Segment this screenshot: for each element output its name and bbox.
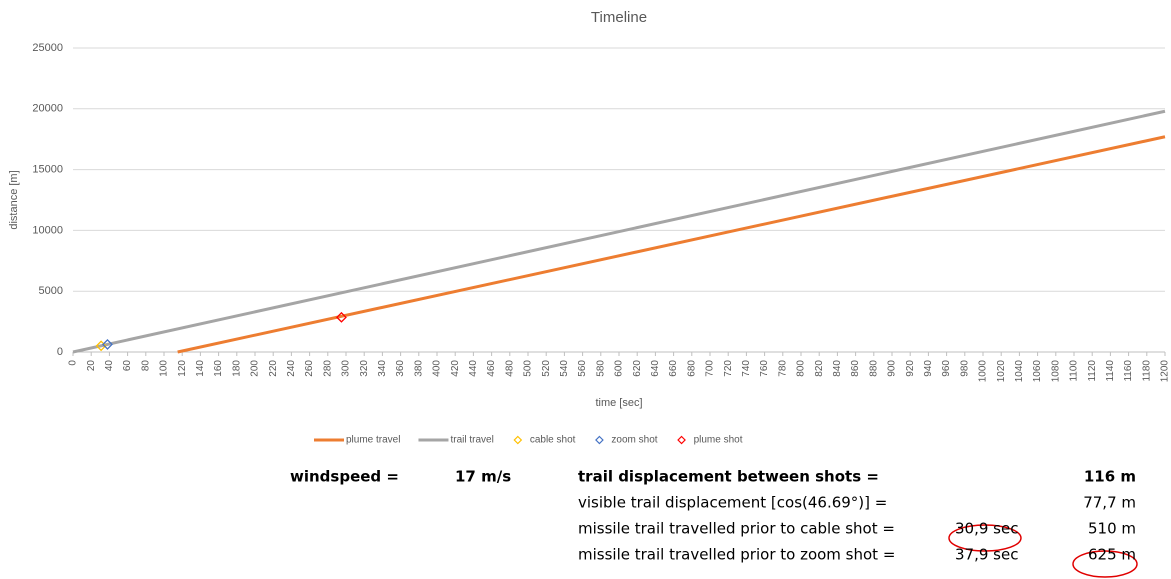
row-label: visible trail displacement [cos(46.69°)]… [578,494,887,512]
x-tick-label: 1200 [1160,360,1171,383]
row-value: 510 m [1088,520,1136,538]
x-tick-label: 620 [632,360,643,377]
x-tick-label: 40 [104,360,115,372]
x-tick-label: 20 [86,360,97,372]
legend-label: plume travel [346,435,400,446]
x-tick-label: 180 [231,360,242,377]
x-tick-label: 440 [468,360,479,377]
x-tick-label: 0 [68,360,79,366]
legend-label: trail travel [450,435,493,446]
row-time: 37,9 sec [955,546,1018,564]
legend-swatch [595,435,604,445]
x-tick-label: 340 [377,360,388,377]
x-tick-label: 560 [577,360,588,377]
x-tick-label: 820 [814,360,825,377]
x-tick-label: 500 [523,360,534,377]
x-tick-label: 880 [868,360,879,377]
x-tick-label: 800 [796,360,807,377]
x-tick-label: 720 [723,360,734,377]
x-tick-label: 1160 [1123,360,1134,382]
x-tick-label: 520 [541,360,552,377]
x-tick-label: 280 [322,360,333,377]
x-tick-label: 960 [941,360,952,377]
row-label: missile trail travelled prior to zoom sh… [578,546,895,564]
x-tick-label: 300 [341,360,352,377]
x-tick-label: 740 [741,360,752,377]
legend-label: zoom shot [611,435,657,446]
x-tick-label: 980 [959,360,970,377]
chart-title: Timeline [591,9,647,26]
x-tick-label: 780 [777,360,788,377]
x-tick-label: 1100 [1069,360,1080,382]
x-tick-label: 940 [923,360,934,377]
y-tick-label: 20000 [32,103,63,115]
x-tick-label: 1020 [996,360,1007,383]
x-tick-label: 580 [595,360,606,377]
x-axis-label: time [sec] [595,397,642,409]
x-tick-label: 260 [304,360,315,377]
highlight [1072,550,1138,578]
row-value: 625 m [1088,546,1136,564]
x-tick-label: 140 [195,360,206,377]
x-tick-label: 1060 [1032,360,1043,383]
row-label: trail displacement between shots = [578,468,879,486]
y-tick-label: 25000 [32,42,63,54]
windspeed-value: 17 m/s [455,468,511,486]
marker [95,340,107,352]
x-tick-label: 120 [177,360,188,377]
x-tick-label: 920 [905,360,916,377]
x-tick-label: 200 [250,360,261,377]
x-tick-label: 1140 [1105,360,1116,382]
x-tick-label: 680 [686,360,697,377]
x-tick-label: 220 [268,360,279,377]
x-tick-label: 240 [286,360,297,377]
x-tick-label: 660 [668,360,679,377]
x-tick-label: 1000 [978,360,989,383]
x-tick-label: 760 [759,360,770,377]
row-time: 30,9 sec [955,520,1018,538]
row-value: 77,7 m [1083,494,1136,512]
x-tick-label: 1080 [1050,360,1061,383]
legend-swatch [513,435,523,445]
x-tick-label: 540 [559,360,570,377]
x-tick-label: 1120 [1087,360,1098,382]
line [177,135,1166,354]
x-tick-label: 60 [122,360,133,372]
legend-label: plume shot [694,435,743,446]
x-tick-label: 700 [705,360,716,377]
x-tick-label: 1040 [1014,360,1025,383]
y-tick-label: 15000 [32,164,63,176]
y-tick-label: 5000 [39,285,63,297]
x-tick-label: 1180 [1141,360,1152,382]
x-tick-label: 640 [650,360,661,377]
marker [102,338,113,350]
legend-swatch [677,435,686,445]
windspeed-label: windspeed = [290,468,399,486]
x-tick-label: 380 [413,360,424,377]
x-tick-label: 420 [450,360,461,377]
x-tick-label: 160 [213,360,224,377]
x-tick-label: 400 [432,360,443,377]
y-tick-label: 10000 [32,224,63,236]
row-value: 116 m [1084,468,1136,486]
x-tick-label: 100 [159,360,170,377]
x-tick-label: 840 [832,360,843,377]
x-tick-label: 600 [614,360,625,377]
y-axis-label: distance [m] [8,170,20,229]
x-tick-label: 360 [395,360,406,377]
x-tick-label: 480 [504,360,515,377]
highlight [948,524,1022,552]
line [72,109,1166,354]
marker [336,311,347,323]
legend-label: cable shot [530,435,576,446]
x-tick-label: 460 [486,360,497,377]
row-label: missile trail travelled prior to cable s… [578,520,895,538]
x-tick-label: 900 [887,360,898,377]
x-tick-label: 860 [850,360,861,377]
x-tick-label: 80 [140,360,151,372]
x-tick-label: 320 [359,360,370,377]
y-tick-label: 0 [57,346,63,358]
